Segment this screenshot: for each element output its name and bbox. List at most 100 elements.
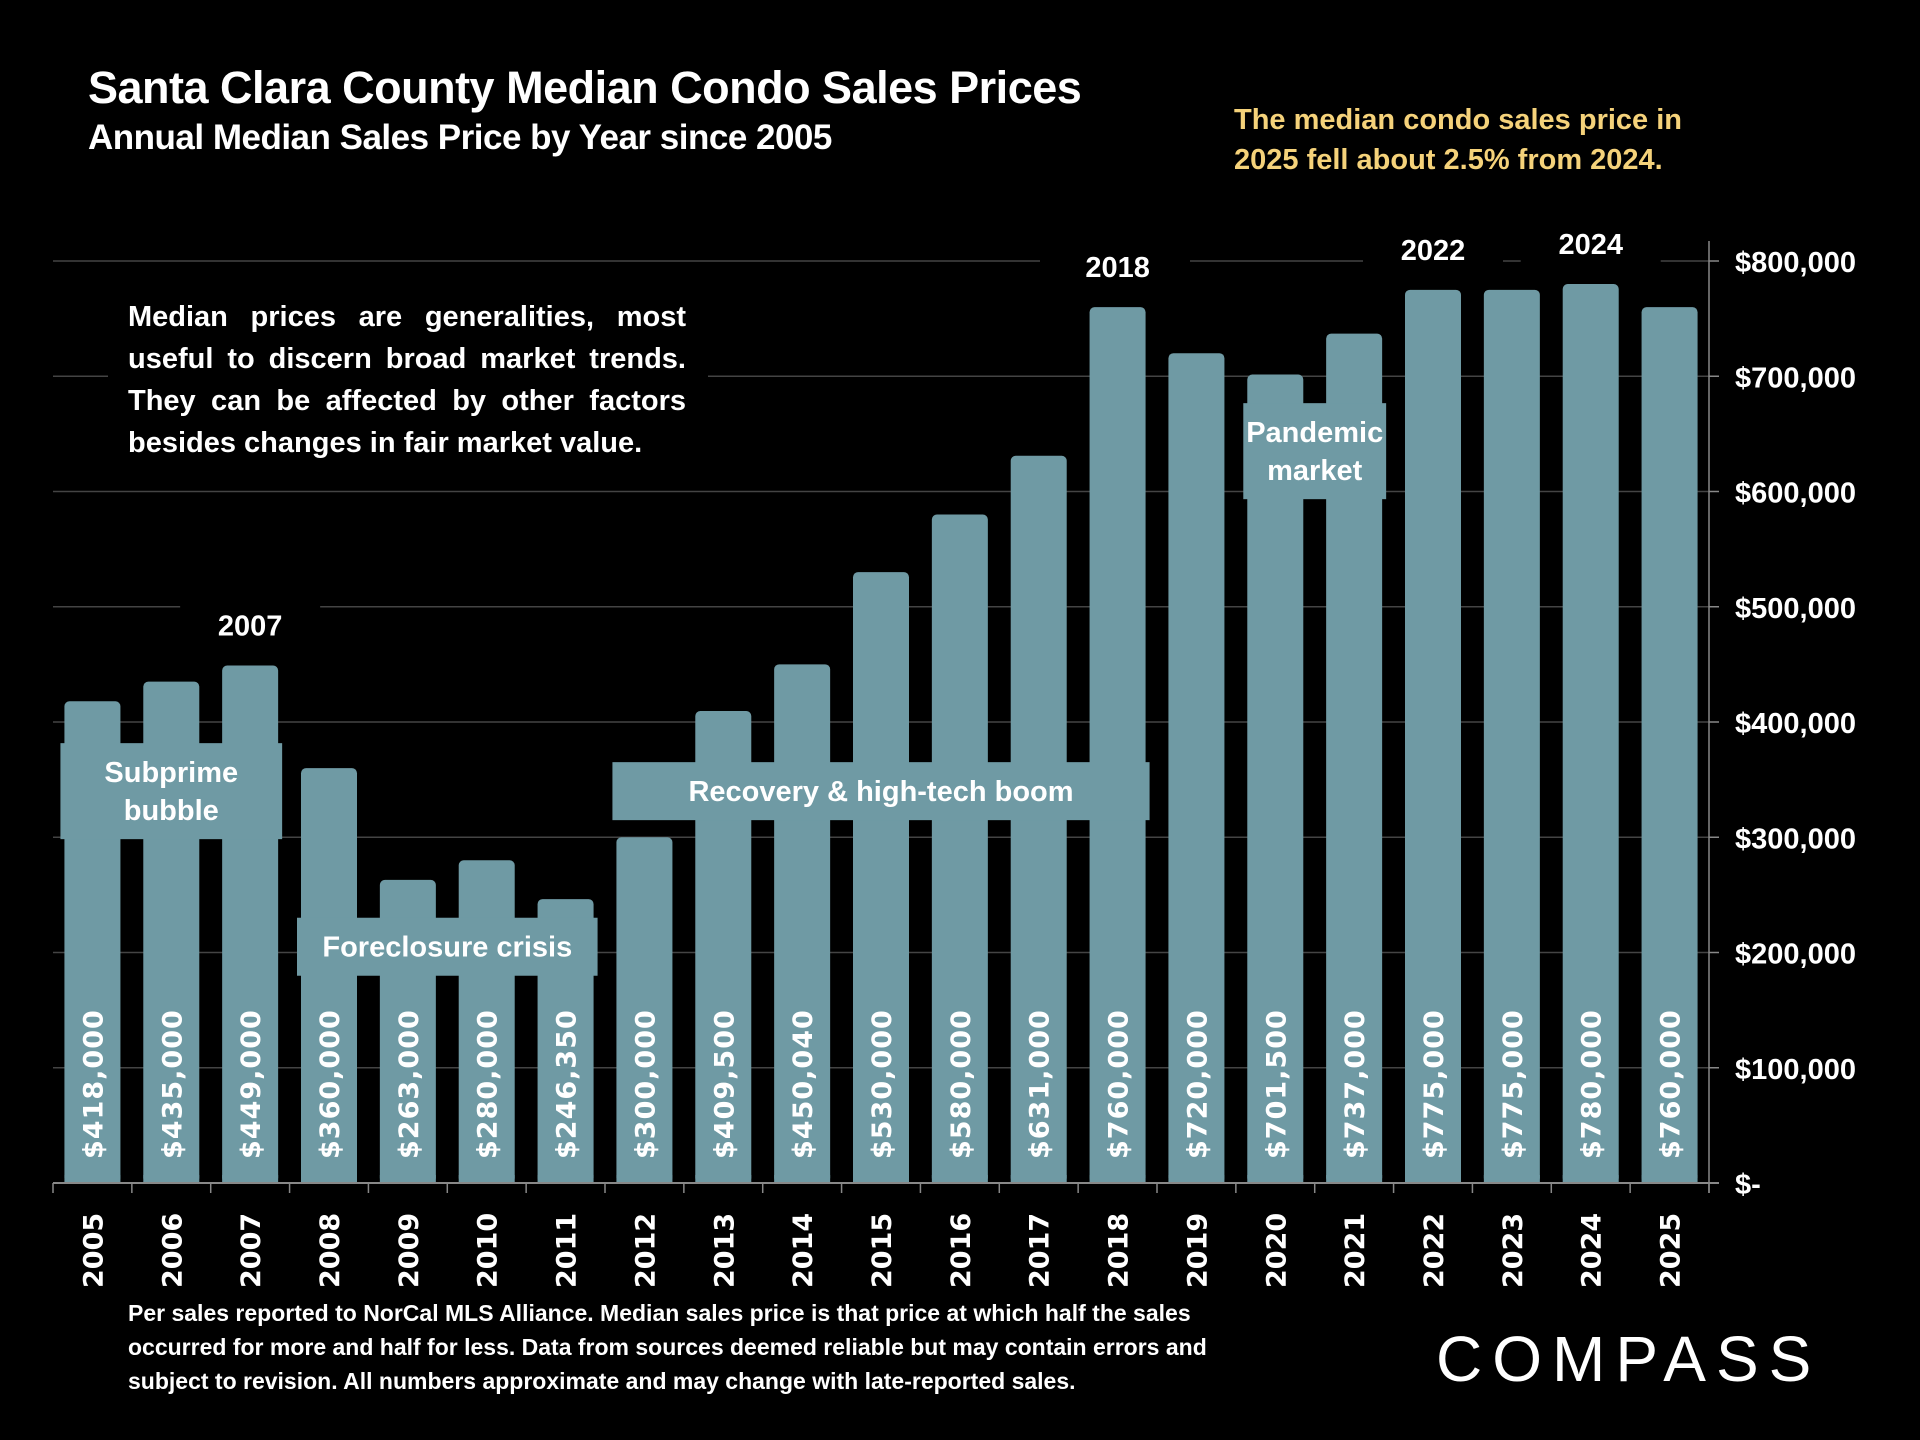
bar-2019 [1168,353,1225,1183]
bar-base-2009 [379,1175,436,1183]
bar-2013 [695,711,752,1183]
axes [52,241,1719,1193]
x-tick-label: 2010 [473,1213,504,1288]
bar-value-label: $530,000 [867,1009,898,1159]
bar-2016 [931,514,988,1183]
bar-value-label: $246,350 [552,1009,583,1159]
bar-base-2008 [301,1175,357,1183]
annotation-box [60,743,283,840]
bar-value-label: $720,000 [1182,1009,1213,1159]
year-highlight-label: 2018 [1085,252,1150,284]
x-tick-label: 2015 [867,1213,898,1288]
x-tick-label: 2009 [394,1213,425,1288]
annotation-label: Foreclosure crisis [322,932,572,964]
bar-base-2018 [1089,1175,1146,1183]
bar-2018 [1089,307,1146,1184]
x-tick-label: 2008 [315,1213,346,1288]
y-tick-label: $300,000 [1735,823,1856,855]
bar-value-label: $580,000 [946,1009,977,1159]
year-highlight-label: 2007 [218,611,283,643]
chart-title: Santa Clara County Median Condo Sales Pr… [88,62,1082,113]
bar-base-2012 [616,1175,673,1183]
bar-base-2010 [458,1175,515,1183]
label-backdrop [1047,241,1188,290]
bar-value-label: $760,000 [1656,1009,1687,1159]
bar-value-label: $409,500 [709,1009,740,1159]
annotation-label: Subprime [104,757,238,789]
bar-base-2025 [1641,1175,1698,1183]
annotation-label: Pandemic [1246,417,1383,449]
bar-value-label: $775,000 [1419,1009,1450,1159]
x-tick-label: 2005 [78,1213,109,1288]
period-annotations: Subprime bubble Foreclosure crisis Recovery… [60,403,1387,976]
bar-base-2007 [222,1175,279,1183]
bar-2025 [1641,307,1698,1184]
bar-2020 [1247,374,1304,1183]
bar-base-2023 [1483,1175,1540,1183]
bar-value-label: $631,000 [1025,1009,1056,1159]
y-tick-label: $600,000 [1735,478,1856,510]
label-backdrop [180,599,321,648]
bar-base-2022 [1405,1175,1461,1183]
bar-base-2014 [774,1175,831,1183]
callout-text: The median condo sales price in 2025 fel… [1234,104,1683,176]
x-tick-label: 2013 [709,1213,740,1288]
bar-value-label: $780,000 [1577,1009,1608,1159]
x-tick-label: 2019 [1182,1213,1213,1288]
x-tick-label: 2011 [552,1213,583,1288]
y-tick-label: $100,000 [1735,1054,1856,1086]
median-note: Median prices are generalities, most use… [128,301,686,459]
x-tick-label: 2018 [1104,1213,1135,1288]
bar-value-label: $701,500 [1261,1009,1292,1159]
annotation-box [612,762,1150,821]
bar-base-2005 [64,1175,121,1183]
annotation-label: market [1267,455,1362,487]
bar-value-label: $300,000 [630,1009,661,1159]
bar-value-label: $737,000 [1340,1009,1371,1159]
annotation-box [297,917,598,976]
bar-value-label: $775,000 [1498,1009,1529,1159]
y-tick-label: $700,000 [1735,362,1856,394]
x-axis-labels: 2005 2006 2007 2008 2009 2010 2011 2012 2013 2014… [78,1213,1686,1288]
y-tick-label: $400,000 [1735,708,1856,740]
x-tick-label: 2007 [236,1213,267,1288]
bar-base-2019 [1168,1175,1225,1183]
annotation-box [1243,403,1387,500]
x-tick-label: 2016 [946,1213,977,1288]
bar-2024 [1562,284,1619,1183]
bar-value-label: $760,000 [1104,1009,1135,1159]
bar-2023 [1483,289,1540,1183]
bar-value-label: $435,000 [157,1009,188,1159]
x-tick-label: 2023 [1498,1213,1529,1288]
bar-2012 [616,837,673,1183]
x-tick-label: 2017 [1025,1213,1056,1288]
bar-value-label: $360,000 [315,1009,346,1159]
bar-value-label: $263,000 [394,1009,425,1159]
x-tick-label: 2024 [1577,1213,1608,1288]
note-backdrop [108,285,708,470]
label-backdrop [1520,218,1661,267]
bar-base-2017 [1010,1175,1067,1183]
source-footnote: Per sales reported to NorCal MLS Allianc… [128,1300,1207,1394]
bar-value-label: $449,000 [236,1009,267,1159]
bar-base-2020 [1247,1175,1304,1183]
bar-2022 [1405,289,1461,1183]
bar-2021 [1326,333,1383,1183]
bar-2015 [853,572,909,1183]
x-tick-label: 2022 [1419,1213,1450,1288]
y-tick-label: $- [1735,1169,1761,1201]
bar-base-2024 [1562,1175,1619,1183]
y-tick-label: $800,000 [1735,247,1856,279]
bar-base-2021 [1326,1175,1383,1183]
x-tick-label: 2014 [788,1213,819,1288]
x-tick-label: 2025 [1656,1213,1687,1288]
x-tick-label: 2012 [630,1213,661,1288]
bar-base-2016 [931,1175,988,1183]
x-tick-label: 2021 [1340,1213,1371,1288]
y-tick-label: $500,000 [1735,593,1856,625]
bar-base-2015 [853,1175,909,1183]
chart-subtitle: Annual Median Sales Price by Year since … [88,118,832,157]
bar-value-labels: $418,000 $435,000 $449,000 $360,000 $263,000… [78,1009,1686,1159]
bar-base-2011 [537,1175,594,1183]
